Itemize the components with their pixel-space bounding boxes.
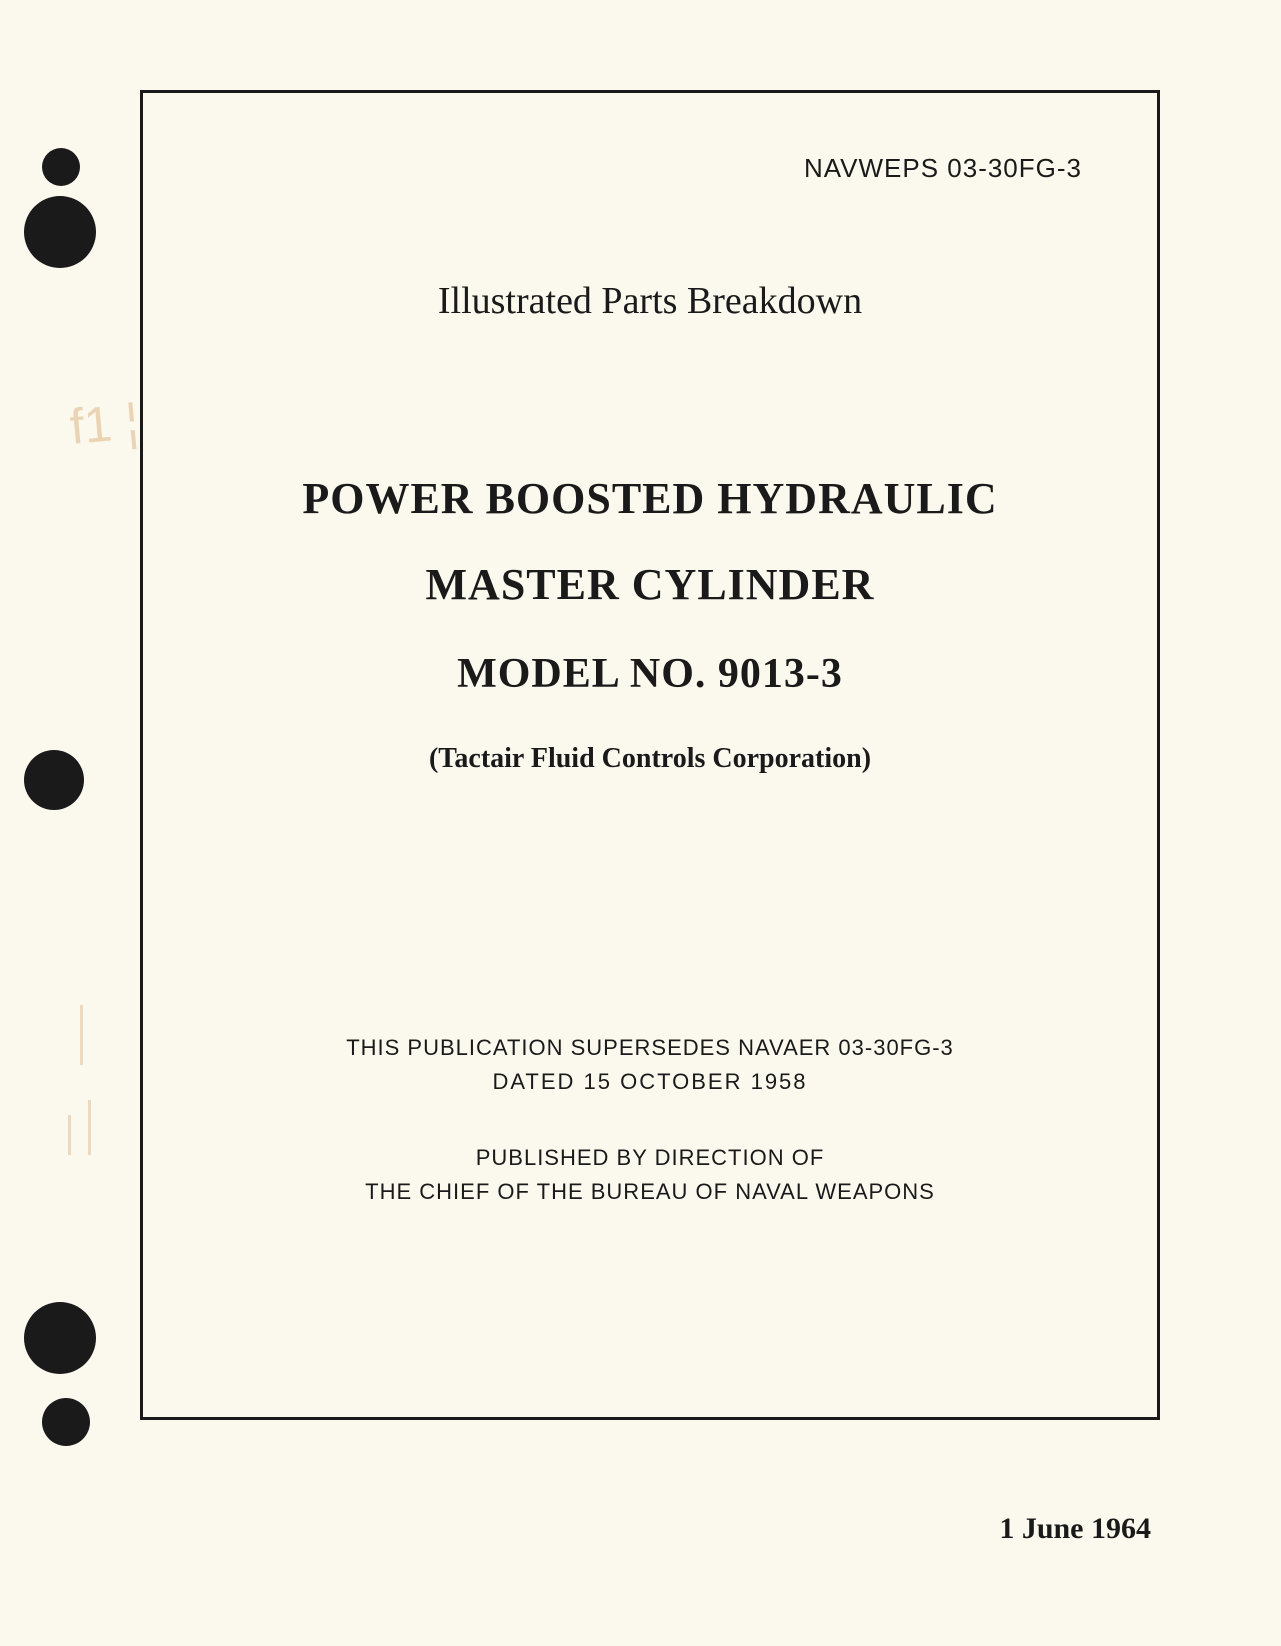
scan-artifact-mark bbox=[68, 1115, 71, 1155]
scan-artifact-mark bbox=[88, 1100, 91, 1155]
supersedes-notice-line1: THIS PUBLICATION SUPERSEDES NAVAER 03-30… bbox=[218, 1035, 1082, 1061]
content-frame: NAVWEPS 03-30FG-3 Illustrated Parts Brea… bbox=[140, 90, 1160, 1420]
supersedes-notice-line2: DATED 15 OCTOBER 1958 bbox=[218, 1069, 1082, 1095]
document-number: NAVWEPS 03-30FG-3 bbox=[218, 153, 1082, 184]
publisher-line1: PUBLISHED BY DIRECTION OF bbox=[218, 1145, 1082, 1171]
document-subtitle: Illustrated Parts Breakdown bbox=[218, 279, 1082, 323]
punch-hole bbox=[24, 750, 84, 810]
publisher-line2: THE CHIEF OF THE BUREAU OF NAVAL WEAPONS bbox=[218, 1179, 1082, 1205]
scan-artifact-mark: f1 ¦ bbox=[68, 392, 141, 456]
document-page: f1 ¦ NAVWEPS 03-30FG-3 Illustrated Parts… bbox=[0, 0, 1281, 1646]
punch-hole bbox=[24, 1302, 96, 1374]
punch-hole bbox=[42, 148, 80, 186]
punch-hole bbox=[42, 1398, 90, 1446]
publication-date: 1 June 1964 bbox=[999, 1512, 1151, 1546]
document-title-line1: POWER BOOSTED HYDRAULIC bbox=[218, 473, 1082, 524]
manufacturer-name: (Tactair Fluid Controls Corporation) bbox=[218, 743, 1082, 775]
model-number: MODEL NO. 9013-3 bbox=[218, 650, 1082, 698]
scan-artifact-mark bbox=[80, 1005, 83, 1065]
punch-hole bbox=[24, 196, 96, 268]
document-title-line2: MASTER CYLINDER bbox=[218, 559, 1082, 610]
